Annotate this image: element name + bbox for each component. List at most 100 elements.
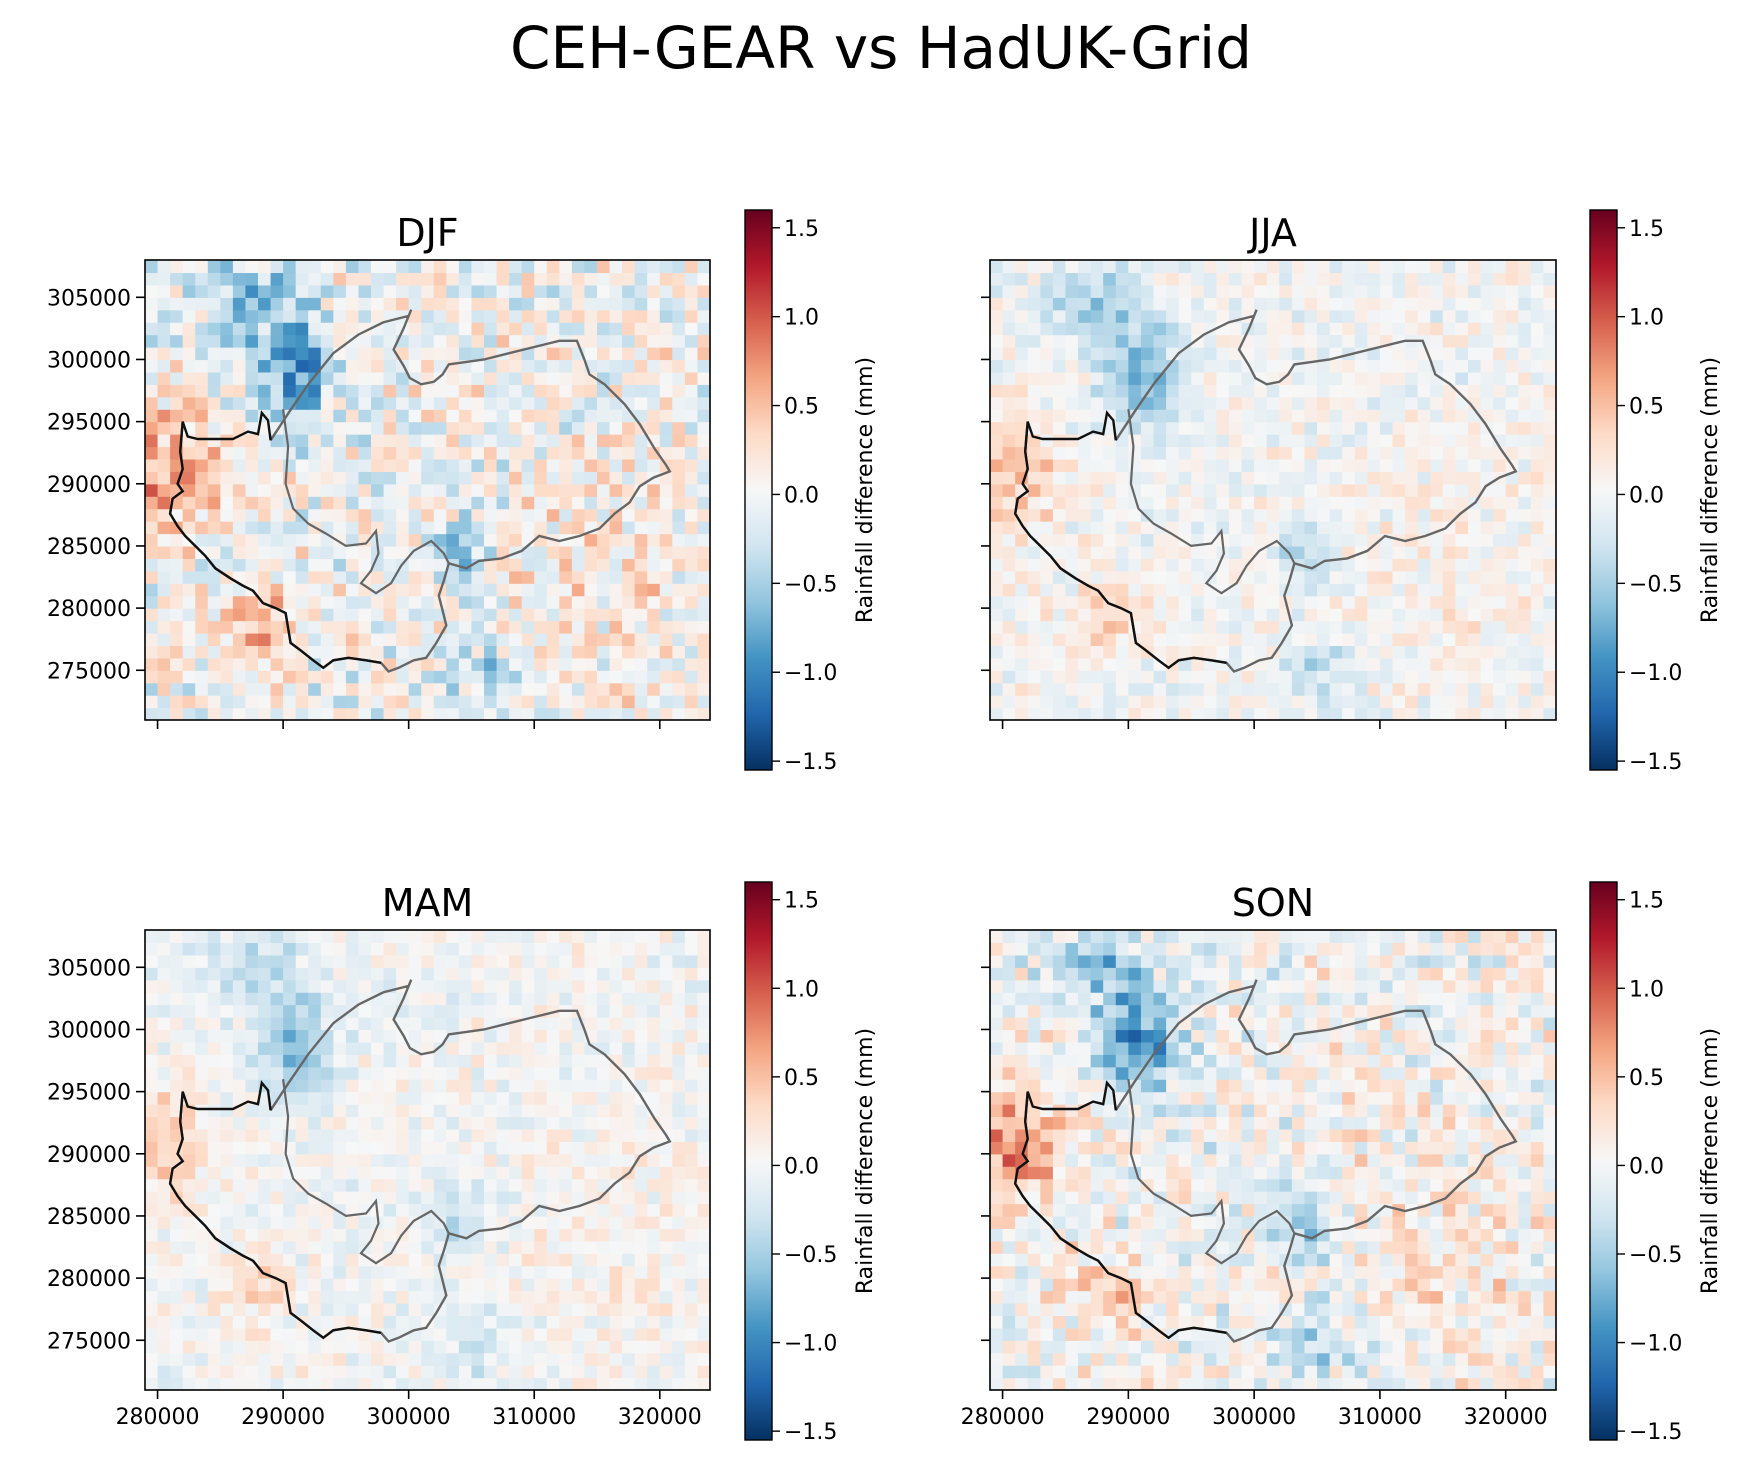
- heatmap-cell: [521, 1054, 535, 1068]
- heatmap-cell: [1467, 533, 1482, 547]
- heatmap-cell: [697, 595, 710, 609]
- heatmap-cell: [521, 1240, 535, 1254]
- heatmap-cell: [509, 1240, 523, 1254]
- heatmap-cell: [383, 1104, 397, 1118]
- heatmap-cell: [458, 309, 473, 323]
- heatmap-cell: [684, 583, 699, 597]
- heatmap-cell: [672, 1253, 686, 1267]
- heatmap-cell: [496, 1029, 510, 1043]
- heatmap-cell: [634, 632, 648, 646]
- heatmap-cell: [333, 1302, 347, 1316]
- heatmap-cell: [1228, 583, 1243, 597]
- heatmap-cell: [421, 508, 435, 522]
- heatmap-cell: [622, 1290, 636, 1304]
- heatmap-cell: [571, 1153, 586, 1167]
- heatmap-cell: [358, 508, 372, 522]
- heatmap-cell: [546, 272, 560, 286]
- heatmap-cell: [157, 334, 171, 348]
- heatmap-cell: [509, 1091, 523, 1105]
- heatmap-cell: [496, 1315, 510, 1329]
- heatmap-cell: [659, 1215, 673, 1229]
- heatmap-cell: [1103, 533, 1117, 547]
- heatmap-cell: [207, 508, 221, 522]
- heatmap-cell: [1178, 322, 1192, 336]
- heatmap-cell: [433, 384, 447, 398]
- heatmap-cell: [333, 1253, 347, 1267]
- heatmap-cell: [1442, 695, 1456, 709]
- heatmap-cell: [1228, 260, 1243, 274]
- heatmap-cell: [308, 942, 322, 956]
- heatmap-cell: [597, 521, 611, 535]
- heatmap-cell: [433, 272, 447, 286]
- heatmap-cell: [990, 309, 1004, 323]
- heatmap-cell: [584, 1153, 598, 1167]
- heatmap-cell: [622, 1253, 636, 1267]
- heatmap-cell: [1191, 682, 1205, 696]
- heatmap-cell: [1543, 384, 1556, 398]
- heatmap-cell: [182, 458, 196, 472]
- heatmap-cell: [421, 632, 435, 646]
- heatmap-cell: [182, 1017, 196, 1031]
- heatmap-cell: [1354, 496, 1368, 510]
- heatmap-cell: [1178, 657, 1192, 671]
- heatmap-cell: [659, 1253, 673, 1267]
- heatmap-cell: [521, 558, 535, 572]
- heatmap-cell: [245, 521, 259, 535]
- heatmap-cell: [220, 297, 234, 311]
- heatmap-cell: [697, 1178, 710, 1192]
- heatmap-cell: [496, 334, 510, 348]
- heatmap-cell: [207, 1128, 221, 1142]
- heatmap-cell: [383, 595, 397, 609]
- heatmap-cell: [546, 1315, 560, 1329]
- heatmap-cell: [509, 359, 523, 373]
- heatmap-cell: [345, 309, 360, 323]
- heatmap-cell: [634, 670, 648, 684]
- heatmap-cell: [1090, 409, 1104, 423]
- heatmap-cell: [571, 359, 586, 373]
- heatmap-cell: [232, 1302, 247, 1316]
- heatmap-cell: [320, 1004, 334, 1018]
- heatmap-cell: [546, 1265, 560, 1279]
- heatmap-cell: [295, 1104, 309, 1118]
- heatmap-cell: [1027, 446, 1041, 460]
- heatmap-cell: [1266, 471, 1280, 485]
- heatmap-cell: [659, 1352, 673, 1366]
- y-tick-label: 290000: [47, 473, 131, 498]
- heatmap-cell: [157, 954, 171, 968]
- heatmap-cell: [182, 954, 196, 968]
- heatmap-cell: [597, 458, 611, 472]
- heatmap-cell: [521, 322, 535, 336]
- heatmap-cell: [1266, 384, 1280, 398]
- heatmap-cell: [295, 1253, 309, 1267]
- heatmap-cell: [672, 1215, 686, 1229]
- heatmap-cell: [157, 620, 171, 634]
- heatmap-cell: [1078, 695, 1092, 709]
- heatmap-cell: [1078, 632, 1092, 646]
- heatmap-cell: [571, 396, 586, 410]
- heatmap-cell: [1254, 334, 1268, 348]
- heatmap-cell: [232, 1365, 247, 1379]
- colorbar-tick-label: 1.5: [784, 217, 819, 242]
- heatmap-cell: [1203, 682, 1217, 696]
- heatmap-cell: [207, 1278, 221, 1292]
- heatmap-cell: [207, 260, 221, 274]
- heatmap-cell: [1228, 533, 1243, 547]
- heatmap-cell: [484, 309, 498, 323]
- heatmap-cell: [1241, 384, 1255, 398]
- heatmap-cell: [609, 1128, 623, 1142]
- heatmap-cell: [609, 1302, 623, 1316]
- heatmap-cell: [1392, 297, 1406, 311]
- heatmap-cell: [295, 1228, 309, 1242]
- heatmap-cell: [1279, 545, 1293, 559]
- heatmap-cell: [421, 1290, 435, 1304]
- heatmap-cell: [345, 1352, 360, 1366]
- heatmap-cell: [1430, 471, 1444, 485]
- heatmap-cell: [270, 260, 284, 274]
- heatmap-cell: [697, 458, 710, 472]
- heatmap-cell: [1304, 608, 1318, 622]
- heatmap-cell: [446, 322, 460, 336]
- heatmap-cell: [684, 645, 699, 659]
- heatmap-cell: [521, 1253, 535, 1267]
- heatmap-cell: [1543, 347, 1556, 361]
- heatmap-cell: [1140, 260, 1155, 274]
